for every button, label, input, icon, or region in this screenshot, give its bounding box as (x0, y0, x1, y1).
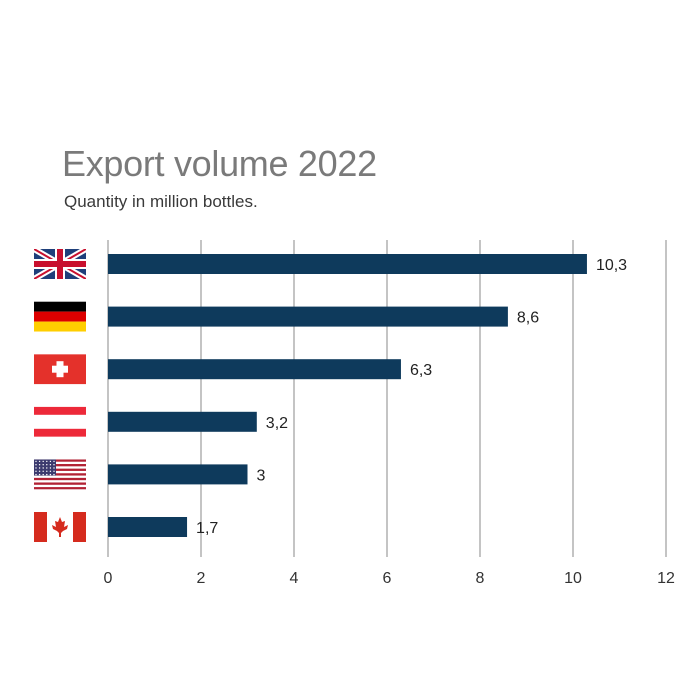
grid-lines (107, 240, 667, 557)
x-tick-label: 0 (104, 570, 113, 587)
bar-group: 10,3 8,6 6,3 3,2 3 1,7 (108, 254, 627, 537)
x-tick-label: 10 (564, 570, 582, 587)
chart-title: Export volume 2022 (62, 143, 377, 184)
bar-value-label: 8,6 (517, 310, 539, 327)
bar (108, 464, 248, 485)
x-tick-label: 12 (657, 570, 675, 587)
chart-subtitle: Quantity in million bottles. (64, 192, 258, 211)
canada-flag-icon: Canada (34, 512, 86, 542)
bar (108, 411, 257, 432)
x-tick-label: 2 (197, 570, 206, 587)
switzerland-flag-icon: Switzerland (34, 354, 86, 385)
austria-flag-icon: Austria (34, 406, 86, 437)
x-tick-label: 8 (476, 570, 485, 587)
bar (108, 254, 587, 274)
flag-group: United Kingdom Germany Switzerland Austria U… (34, 249, 86, 542)
bar-value-label: 6,3 (410, 362, 432, 379)
usa-flag-icon: United States (34, 459, 86, 490)
bar-value-label: 1,7 (196, 520, 218, 537)
x-tick-label: 6 (383, 570, 392, 587)
bar-value-label: 10,3 (596, 257, 627, 274)
bar (108, 306, 508, 327)
x-tick-label: 4 (290, 570, 299, 587)
bar-value-label: 3 (257, 467, 266, 484)
bar (108, 359, 401, 380)
bar-value-label: 3,2 (266, 415, 288, 432)
x-axis: 0 2 4 6 8 10 12 (104, 570, 675, 587)
bar (108, 517, 188, 537)
uk-flag-icon: United Kingdom (34, 249, 86, 279)
germany-flag-icon: Germany (34, 301, 86, 332)
